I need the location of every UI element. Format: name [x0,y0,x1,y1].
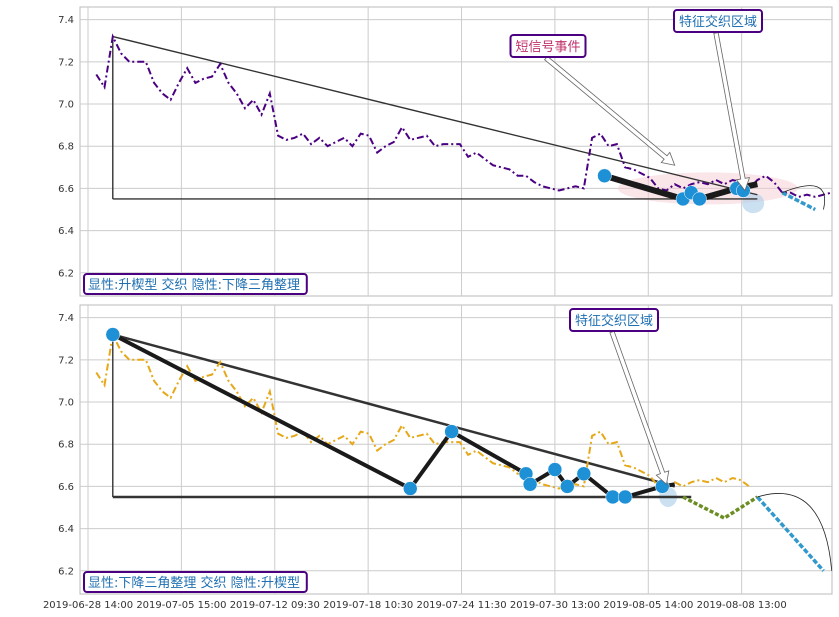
x-tick-label: 2019-07-18 10:30 [323,600,413,611]
plot-area [79,6,833,297]
y-tick-label: 6.2 [58,268,74,279]
pivot-marker [692,191,707,207]
y-tick-label: 6.2 [58,566,74,577]
y-tick-label: 7.0 [58,398,74,409]
pattern-label: 显性:升楔型 交织 隐性:下降三角整理 [88,277,300,293]
trend-line [112,333,676,488]
y-tick-label: 6.6 [58,482,74,493]
pivot-marker [605,489,620,505]
annotation-box [569,308,659,332]
plot-area [79,304,833,595]
pivot-marker [403,481,418,496]
pivot-marker [560,479,575,494]
annotation-arrow [609,330,670,486]
series-line-4 [756,495,825,572]
y-tick-label: 7.4 [58,313,74,324]
pivot-marker [617,489,633,505]
annotation-box [509,34,587,58]
pivot-marker [444,424,459,439]
series-line-3 [682,495,759,521]
forecast-arc [757,493,833,571]
x-tick-label: 2019-07-12 09:30 [230,600,320,611]
x-tick-label: 2019-07-24 11:30 [416,600,506,611]
forecast-arc [782,185,825,210]
pivot-marker [547,462,563,477]
pivot-marker [105,327,121,342]
pattern-label-box [83,273,308,295]
series-line-3 [781,191,816,212]
y-tick-label: 6.4 [58,524,74,535]
pattern-label-box [83,571,308,593]
x-tick-label: 2019-07-05 15:00 [136,600,226,611]
x-tick-label: 2019-06-28 14:00 [43,600,133,611]
y-tick-label: 6.6 [58,184,74,195]
annotation-arrow [713,32,751,192]
x-tick-label: 2019-08-05 14:00 [603,600,693,611]
annotation-label: 特征交织区域 [679,14,757,30]
annotation-box [673,9,763,33]
y-tick-label: 6.8 [58,142,74,153]
annotation-label: 特征交织区域 [575,313,653,329]
y-tick-label: 6.8 [58,440,74,451]
series-line-1 [95,331,750,490]
pivot-marker [576,466,592,482]
pattern-label: 显性:下降三角整理 交织 隐性:升楔型 [88,575,300,591]
focus-zone [742,193,765,214]
pivot-marker [597,168,612,184]
y-tick-label: 7.2 [58,57,74,68]
y-tick-label: 7.4 [58,15,74,26]
annotation-label: 短信号事件 [515,40,580,55]
annotation-arrow [544,55,676,166]
pivot-marker [522,477,538,492]
y-tick-label: 6.4 [58,226,74,237]
y-tick-label: 7.0 [58,100,74,111]
series-line-1 [95,33,832,198]
y-tick-label: 7.2 [58,355,74,366]
x-tick-label: 2019-07-30 13:00 [510,600,600,611]
x-tick-label: 2019-08-08 13:00 [697,600,787,611]
